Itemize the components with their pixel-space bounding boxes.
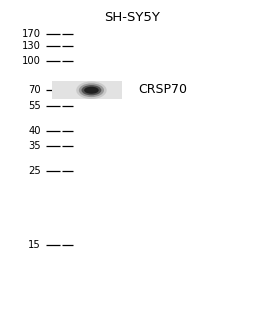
Ellipse shape (76, 81, 107, 99)
Text: 100: 100 (22, 56, 41, 66)
Text: SH-SY5Y: SH-SY5Y (105, 11, 160, 24)
Text: CRSP70: CRSP70 (138, 83, 187, 96)
Text: 55: 55 (28, 100, 41, 111)
Text: 15: 15 (28, 240, 41, 250)
Ellipse shape (84, 87, 99, 94)
Bar (52, 81, 122, 99)
Text: 35: 35 (28, 140, 41, 151)
Text: 25: 25 (28, 166, 41, 176)
Text: 130: 130 (22, 41, 41, 52)
Ellipse shape (79, 83, 104, 97)
Ellipse shape (82, 85, 101, 95)
Text: 40: 40 (29, 126, 41, 136)
Text: 170: 170 (22, 28, 41, 39)
Text: 70: 70 (28, 84, 41, 95)
